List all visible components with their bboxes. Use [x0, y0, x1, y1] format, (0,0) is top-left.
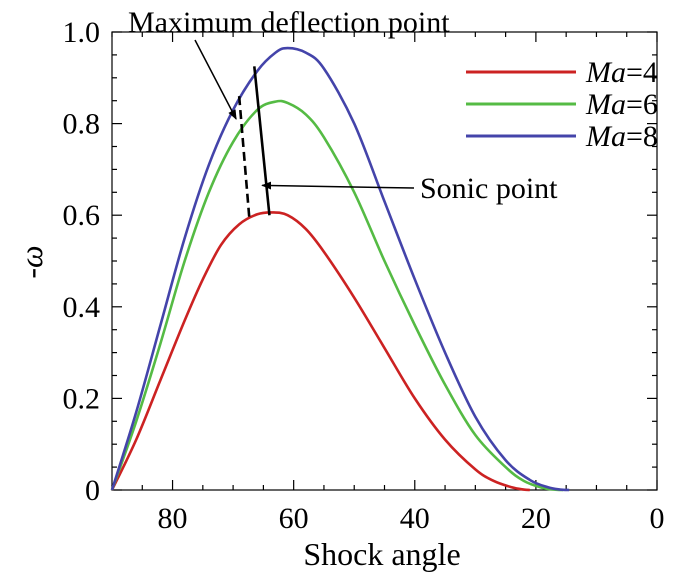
x-tick-label: 80	[158, 502, 188, 535]
x-axis-title: Shock angle	[303, 536, 460, 572]
tick-labels: 80 60 40 20 0 0 0.2 0.4 0.6 0.8 1.0	[63, 16, 665, 535]
y-tick-label: 1.0	[63, 16, 101, 49]
series-group	[110, 46, 570, 492]
maximum-deflection-arrow	[194, 39, 237, 120]
maximum-deflection-line	[237, 96, 251, 220]
x-tick-label: 0	[650, 502, 665, 535]
y-axis-title: -ω	[13, 245, 49, 278]
legend-label: Ma=4	[585, 56, 658, 89]
y-tick-label: 0.2	[63, 382, 101, 415]
y-tick-label: 0	[85, 474, 100, 507]
x-tick-label: 40	[400, 502, 430, 535]
y-tick-label: 0.4	[63, 291, 101, 324]
maximum-deflection-label: Maximum deflection point	[128, 6, 450, 39]
y-tick-label: 0.8	[63, 108, 101, 141]
x-tick-label: 60	[279, 502, 309, 535]
series-line-ma8	[110, 46, 570, 492]
series-line-ma6	[110, 99, 564, 492]
x-tick-label: 20	[521, 502, 551, 535]
legend: Ma=4Ma=6Ma=8	[466, 56, 658, 153]
ticks	[111, 31, 658, 491]
y-tick-label: 0.6	[63, 199, 101, 232]
sonic-point-arrow	[261, 181, 415, 190]
legend-label: Ma=6	[585, 88, 658, 121]
marker-lines	[237, 66, 271, 220]
legend-label: Ma=8	[585, 120, 658, 153]
sonic-point-label: Sonic point	[420, 172, 558, 205]
series-line-ma4	[110, 211, 530, 492]
sonic-line	[253, 66, 271, 216]
